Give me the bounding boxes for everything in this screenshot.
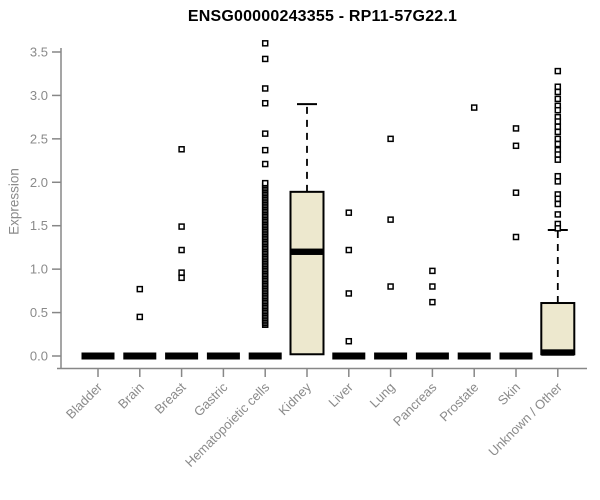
flat-box-pancreas [415, 352, 449, 360]
outlier-unknown-other [554, 67, 562, 75]
outlier-unknown-other [554, 211, 562, 218]
x-tick-label: Gastric [191, 379, 231, 419]
outlier-liver [345, 290, 353, 297]
outlier-liver [345, 337, 353, 345]
outlier-lung [387, 216, 394, 223]
outlier-unknown-other [554, 95, 562, 103]
box-kidney [289, 190, 325, 356]
outlier-unknown-other [554, 140, 562, 148]
x-tick-label: Prostate [436, 380, 481, 425]
y-tick-label: 2.0 [30, 175, 48, 190]
outlier-unknown-other [554, 225, 562, 232]
x-tick-label: Breast [152, 379, 189, 416]
outlier-unknown-other [554, 178, 562, 185]
outlier-hematopoietic-cells [261, 146, 269, 154]
outlier-unknown-other [554, 88, 562, 96]
flat-box-hematopoietic-cells [248, 352, 282, 360]
y-tick-label: 1.0 [30, 262, 48, 277]
x-tick-label: Pancreas [390, 379, 440, 429]
outlier-unknown-other [554, 172, 562, 180]
outlier-brain [136, 285, 144, 293]
outlier-liver [345, 209, 353, 216]
outlier-unknown-other [554, 118, 562, 125]
outlier-unknown-other [554, 200, 562, 208]
median-kidney [290, 248, 324, 255]
outlier-prostate [470, 104, 478, 111]
outlier-skin [512, 142, 520, 150]
outlier-unknown-other [554, 151, 562, 158]
outlier-lung [387, 283, 394, 290]
y-tick-label: 3.0 [30, 88, 48, 103]
x-tick-label: Kidney [275, 379, 314, 418]
outlier-unknown-other [554, 135, 562, 143]
outlier-skin [512, 233, 520, 241]
x-tick-label: Lung [367, 380, 398, 411]
flat-box-liver [332, 352, 366, 360]
outlier-breast [178, 223, 185, 230]
outlier-skin [512, 125, 520, 132]
outlier-unknown-other [554, 83, 562, 90]
outlier-unknown-other [554, 128, 562, 136]
outlier-hematopoietic-cells [261, 160, 269, 168]
outlier-hematopoietic-cells [261, 130, 269, 137]
outlier-breast [178, 269, 185, 276]
outlier-lung [387, 135, 394, 143]
strip-point-hematopoietic-cells [261, 179, 269, 187]
outlier-liver [345, 246, 353, 254]
outlier-hematopoietic-cells [261, 85, 269, 92]
flat-box-prostate [457, 352, 491, 360]
y-axis-label: Expression [6, 168, 22, 235]
outlier-pancreas [429, 283, 436, 290]
y-tick-label: 1.5 [30, 218, 48, 233]
box-unknown-other [540, 302, 576, 356]
y-tick-label: 0.0 [30, 349, 48, 364]
x-tick-label: Skin [495, 380, 523, 408]
x-tick-label: Unknown / Other [485, 379, 565, 459]
median-unknown-other [541, 349, 575, 356]
outlier-unknown-other [554, 123, 562, 130]
outlier-unknown-other [554, 106, 562, 114]
flat-box-gastric [206, 352, 240, 360]
outlier-pancreas [429, 298, 436, 306]
outlier-unknown-other [554, 195, 562, 203]
outlier-hematopoietic-cells [261, 55, 269, 63]
y-tick-label: 3.5 [30, 44, 48, 59]
outlier-breast [178, 274, 185, 282]
y-tick-label: 0.5 [30, 305, 48, 320]
outlier-breast [178, 246, 185, 254]
flat-box-brain [123, 352, 157, 360]
chart-title: ENSG00000243355 - RP11-57G22.1 [187, 8, 458, 25]
outlier-skin [512, 189, 520, 196]
outlier-breast [178, 146, 185, 153]
outlier-pancreas [429, 267, 436, 275]
x-tick-label: Brain [115, 380, 147, 412]
outlier-brain [136, 313, 144, 321]
x-tick-label: Liver [325, 379, 356, 410]
flat-box-bladder [81, 352, 115, 360]
x-tick-label: Bladder [63, 379, 106, 422]
flat-box-skin [499, 352, 533, 360]
flat-box-breast [165, 352, 199, 360]
outlier-hematopoietic-cells [261, 40, 269, 47]
outlier-unknown-other [554, 156, 562, 163]
outlier-hematopoietic-cells [261, 99, 269, 107]
y-tick-label: 2.5 [30, 131, 48, 146]
flat-box-lung [374, 352, 408, 360]
